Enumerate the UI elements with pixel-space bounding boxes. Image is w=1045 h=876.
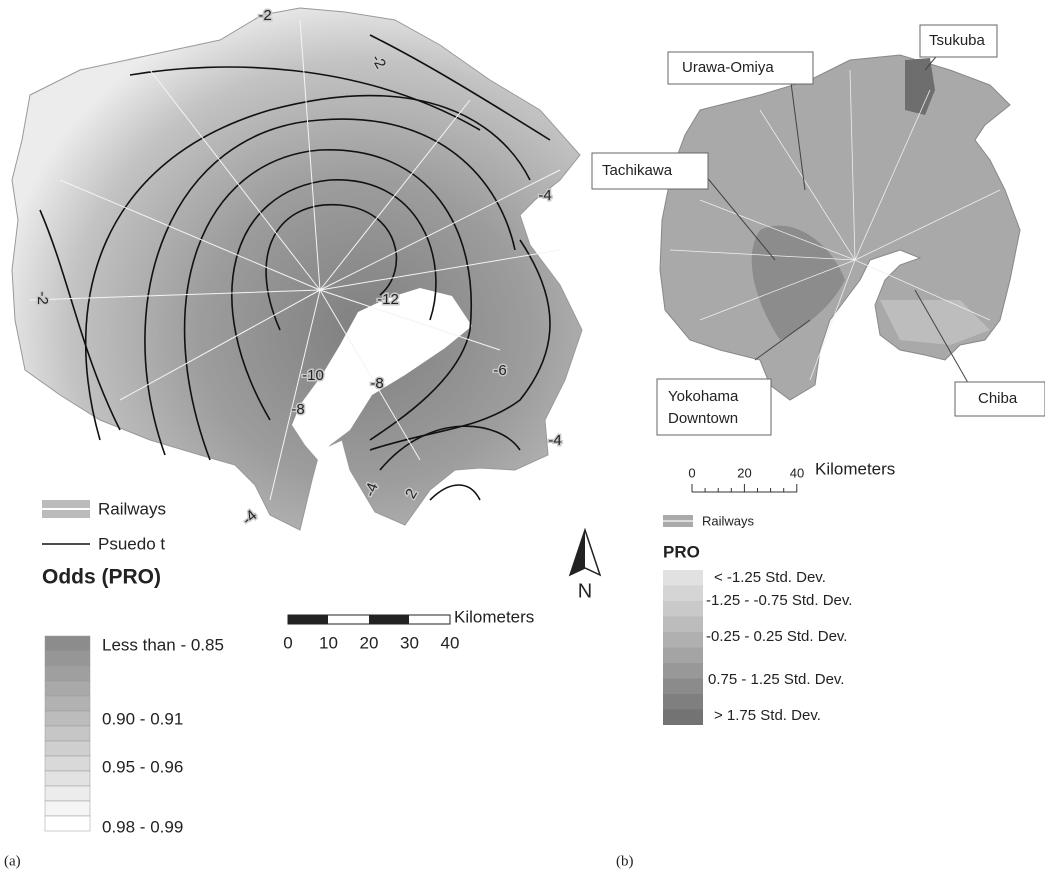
contour-label: -10	[302, 367, 324, 384]
legend-label: Railways	[98, 499, 166, 518]
contour-label: -8	[370, 375, 383, 392]
legend-swatch	[44, 725, 91, 742]
scale-segment	[369, 615, 409, 624]
place-label: Tachikawa	[602, 162, 673, 179]
legend-swatch	[663, 678, 703, 694]
land	[11, 7, 583, 531]
scale-tick-label: 10	[319, 633, 338, 652]
legend-swatch	[663, 709, 703, 725]
scale-tick-label: 40	[790, 465, 804, 480]
scale-tick-label: 20	[737, 465, 751, 480]
legend-label: -0.25 - 0.25 Std. Dev.	[706, 628, 847, 645]
bay	[292, 288, 472, 460]
legend-swatch	[44, 650, 91, 667]
legend-label: Less than - 0.85	[102, 635, 224, 654]
legend-swatch	[44, 665, 91, 682]
map-a: -2-2-4-2 -12-10 -8-8-6-4-4 2-4	[11, 5, 583, 531]
legend-a: Railways Psuedo t Odds (PRO) Less than -…	[42, 499, 224, 836]
scale-tick-label: 40	[441, 633, 460, 652]
legend-label: Railways	[702, 513, 755, 528]
place-label: Downtown	[668, 410, 738, 427]
scale-unit: Kilometers	[815, 459, 895, 478]
legend-label: 0.75 - 1.25 Std. Dev.	[708, 671, 844, 688]
legend-label: > 1.75 Std. Dev.	[714, 707, 821, 724]
legend-swatch	[663, 663, 703, 679]
legend-swatch	[663, 616, 703, 632]
place-boxes	[591, 24, 1045, 436]
chiba-area	[880, 300, 990, 345]
tsukuba-area	[905, 58, 935, 115]
contour-label: -4	[538, 187, 551, 204]
place-label: Tsukuba	[929, 32, 986, 49]
contour-label: -12	[377, 291, 399, 308]
railways	[29, 19, 561, 501]
legend-label: Psuedo t	[98, 534, 165, 553]
legend-swatch	[44, 710, 91, 727]
contour-label: -2	[258, 7, 271, 24]
legend-swatch	[663, 570, 703, 586]
legend-swatch	[44, 785, 91, 802]
scale-tick-label: 30	[400, 633, 419, 652]
legend-swatch	[44, 770, 91, 787]
north-label: N	[578, 580, 592, 602]
legend-swatch	[44, 815, 91, 832]
legend-swatch	[44, 635, 91, 652]
legend-label: < -1.25 Std. Dev.	[714, 569, 826, 586]
legend-swatch	[44, 680, 91, 697]
scale-segment	[288, 615, 328, 624]
contour-label: -8	[291, 401, 304, 418]
caption: (b)	[616, 853, 634, 869]
scale-tick-label: 0	[688, 465, 695, 480]
legend-title: Odds (PRO)	[42, 566, 161, 589]
scale-tick-label: 20	[360, 633, 379, 652]
caption: (a)	[4, 853, 21, 869]
legend-swatch	[44, 695, 91, 712]
legend-swatch	[663, 632, 703, 648]
contour-label: -2	[34, 291, 51, 304]
legend-swatch	[44, 740, 91, 757]
scale-a: Kilometers 0 10 20 30 40	[283, 607, 534, 652]
land	[659, 54, 1021, 401]
place-label: Yokohama	[668, 388, 739, 405]
contour-label: -6	[493, 362, 506, 379]
scale-unit: Kilometers	[454, 607, 534, 626]
legend-label: 0.90 - 0.91	[102, 709, 183, 728]
railways	[669, 69, 1001, 381]
legend-b: Railways PRO < -1.25 Std. Dev. -1.25 - -…	[663, 513, 852, 725]
north-arrow: N	[568, 527, 602, 602]
legend-title: PRO	[663, 542, 700, 561]
urban-core	[751, 225, 845, 340]
legend-swatch	[663, 585, 703, 601]
place-label: Urawa-Omiya	[682, 59, 774, 76]
contours	[39, 34, 551, 501]
scale-tick-label: 0	[283, 633, 292, 652]
place-label: Chiba	[978, 390, 1018, 407]
legend-swatch	[663, 694, 703, 710]
legend-label: -1.25 - -0.75 Std. Dev.	[706, 592, 852, 609]
scale-b: 0 20 40 Kilometers	[688, 459, 895, 493]
map-b: Urawa-Omiya Tsukuba Tachikawa Yokohama D…	[591, 24, 1045, 436]
contour-label: -4	[548, 432, 561, 449]
legend-swatch	[44, 800, 91, 817]
legend-swatch	[663, 601, 703, 617]
contour-label: -4	[239, 507, 260, 529]
legend-swatch	[663, 647, 703, 663]
legend-label: 0.98 - 0.99	[102, 817, 183, 836]
legend-label: 0.95 - 0.96	[102, 757, 183, 776]
legend-swatch	[44, 755, 91, 772]
